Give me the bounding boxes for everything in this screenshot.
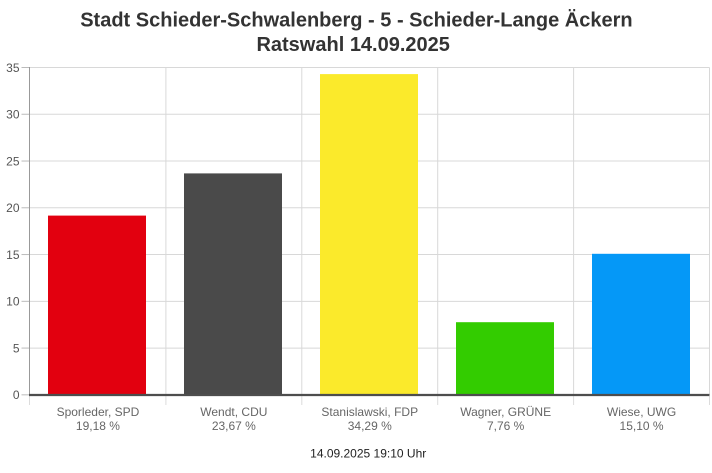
svg-text:Wendt, CDU: Wendt, CDU — [200, 405, 267, 419]
svg-text:10: 10 — [6, 295, 20, 309]
svg-text:Stadt Schieder-Schwalenberg -: Stadt Schieder-Schwalenberg - 5 - Schied… — [80, 9, 632, 32]
svg-text:34,29 %: 34,29 % — [348, 419, 392, 433]
svg-text:30: 30 — [6, 108, 20, 122]
svg-text:20: 20 — [6, 201, 20, 215]
svg-text:7,76 %: 7,76 % — [487, 419, 525, 433]
svg-text:Wiese, UWG: Wiese, UWG — [607, 405, 676, 419]
svg-text:Stanislawski, FDP: Stanislawski, FDP — [321, 405, 418, 419]
svg-text:15,10 %: 15,10 % — [620, 419, 664, 433]
svg-text:5: 5 — [13, 341, 20, 355]
svg-text:14.09.2025 19:10 Uhr: 14.09.2025 19:10 Uhr — [310, 447, 426, 461]
svg-text:23,67 %: 23,67 % — [212, 419, 256, 433]
svg-text:Wagner, GRÜNE: Wagner, GRÜNE — [460, 405, 551, 419]
svg-text:15: 15 — [6, 248, 20, 262]
svg-text:19,18 %: 19,18 % — [76, 419, 120, 433]
svg-text:35: 35 — [6, 61, 20, 75]
svg-text:Ratswahl 14.09.2025: Ratswahl 14.09.2025 — [256, 34, 449, 56]
svg-text:25: 25 — [6, 154, 20, 168]
svg-text:0: 0 — [13, 388, 20, 402]
svg-text:Sporleder, SPD: Sporleder, SPD — [57, 405, 140, 419]
